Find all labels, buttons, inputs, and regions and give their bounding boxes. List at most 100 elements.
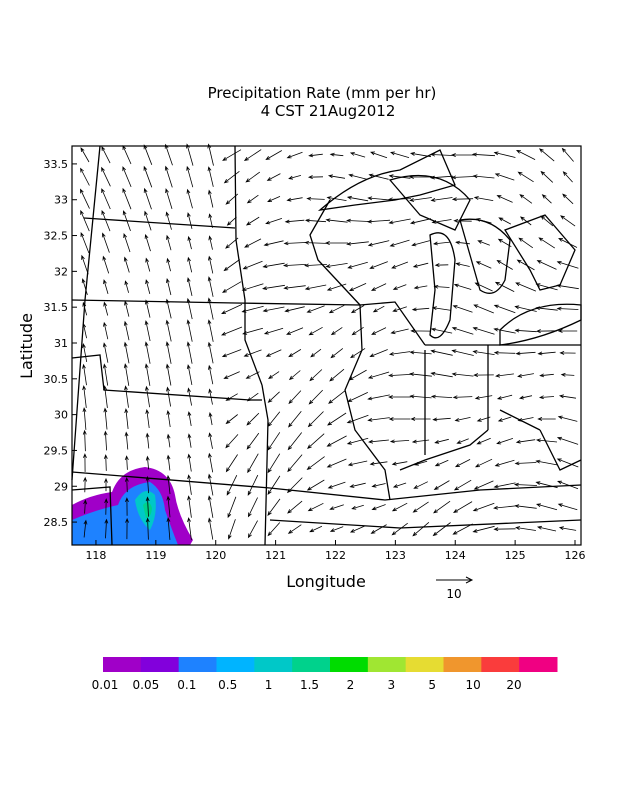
wind-vector <box>242 327 264 335</box>
wind-vector <box>282 263 307 268</box>
wind-vector <box>514 461 537 466</box>
wind-vector <box>556 306 579 311</box>
x-tick-label: 123 <box>385 549 406 562</box>
wind-vector <box>556 261 579 269</box>
wind-vector <box>410 417 431 421</box>
boundary <box>261 384 269 546</box>
boundary <box>399 429 489 471</box>
boundary <box>539 429 582 471</box>
wind-vector <box>104 498 109 515</box>
wind-vector <box>166 454 171 471</box>
boundary <box>269 484 582 501</box>
wind-vector <box>535 459 558 466</box>
wind-vector <box>432 241 451 246</box>
wind-vector <box>308 326 323 336</box>
wind-vector <box>456 438 469 444</box>
wind-vector <box>246 392 259 402</box>
wind-vector <box>82 385 87 408</box>
wind-vector <box>186 277 193 296</box>
wind-vector <box>496 438 514 445</box>
wind-vector <box>411 307 430 312</box>
wind-vector <box>306 456 325 471</box>
wind-vector <box>247 453 259 474</box>
wind-vector <box>411 240 430 247</box>
wind-vector <box>347 460 368 467</box>
wind-vector <box>143 165 153 188</box>
wind-vector <box>495 373 514 378</box>
wind-vector <box>454 417 471 422</box>
wind-vector <box>474 282 493 292</box>
wind-vector <box>122 145 132 165</box>
wind-vector <box>558 526 577 531</box>
wind-vector <box>493 350 516 355</box>
x-tick-label: 120 <box>205 549 226 562</box>
lake-outline <box>459 218 511 294</box>
wind-vector <box>207 166 214 187</box>
y-axis-label: Latitude <box>17 313 36 379</box>
wind-vector <box>310 348 322 358</box>
wind-vector <box>287 500 303 514</box>
wind-vector <box>535 438 558 443</box>
colorbar-swatch <box>367 657 407 672</box>
colorbar: 0.01 0.05 0.1 0.5 1 1.5 2 3 5 10 20 <box>92 657 558 692</box>
wind-vector <box>326 196 347 201</box>
wind-vector <box>392 284 407 290</box>
wind-vector <box>104 518 109 539</box>
wind-vector <box>329 526 344 532</box>
wind-vector <box>165 298 172 319</box>
lake-outline <box>388 174 471 231</box>
colorbar-swatch <box>519 657 558 672</box>
wind-vector <box>473 196 494 201</box>
wind-vector <box>518 237 534 249</box>
wind-vector <box>325 263 348 268</box>
wind-vector <box>409 197 432 202</box>
wind-vector <box>452 501 473 513</box>
wind-vector <box>371 483 386 488</box>
wind-vector <box>515 282 537 292</box>
wind-vector <box>388 373 411 378</box>
wind-vector <box>186 143 194 166</box>
wind-vector <box>513 482 538 487</box>
wind-vector <box>453 283 472 290</box>
wind-vector <box>221 304 243 315</box>
boundary <box>71 145 101 481</box>
wind-vector <box>367 417 390 422</box>
wind-vector <box>228 519 236 540</box>
wind-vector <box>349 525 366 533</box>
wind-vector <box>560 215 576 227</box>
wind-vector <box>388 218 411 225</box>
lake-outline <box>317 149 456 211</box>
wind-vector <box>493 304 516 314</box>
wind-vector <box>430 371 453 378</box>
wind-vector <box>288 390 302 405</box>
colorbar-label: 20 <box>506 678 521 692</box>
wind-vector <box>451 327 474 335</box>
wind-vector <box>430 327 453 334</box>
wind-vector <box>145 432 150 449</box>
wind-vector <box>562 171 573 183</box>
wind-vector <box>387 197 412 202</box>
wind-vector <box>330 327 343 336</box>
wind-vector <box>561 147 574 162</box>
wind-vector <box>246 412 260 426</box>
wind-vector <box>247 520 258 539</box>
wind-vector <box>472 502 495 512</box>
wind-vector <box>520 216 532 226</box>
map-frame <box>71 145 582 546</box>
wind-vector <box>346 241 369 246</box>
wind-vector <box>346 437 369 445</box>
wind-vector <box>263 240 284 247</box>
wind-vector <box>286 477 303 494</box>
wind-vector <box>472 525 495 533</box>
wind-vector <box>187 474 192 495</box>
wind-vector <box>304 284 327 291</box>
wind-vector <box>351 326 364 336</box>
colorbar-swatch <box>178 657 217 672</box>
wind-vector <box>225 414 238 425</box>
wind-vector <box>165 363 172 386</box>
wind-vector <box>166 495 171 518</box>
y-tick-label: 29 <box>54 480 68 493</box>
wind-vector <box>166 386 171 407</box>
wind-vector <box>288 349 302 358</box>
wind-vector <box>306 479 325 491</box>
